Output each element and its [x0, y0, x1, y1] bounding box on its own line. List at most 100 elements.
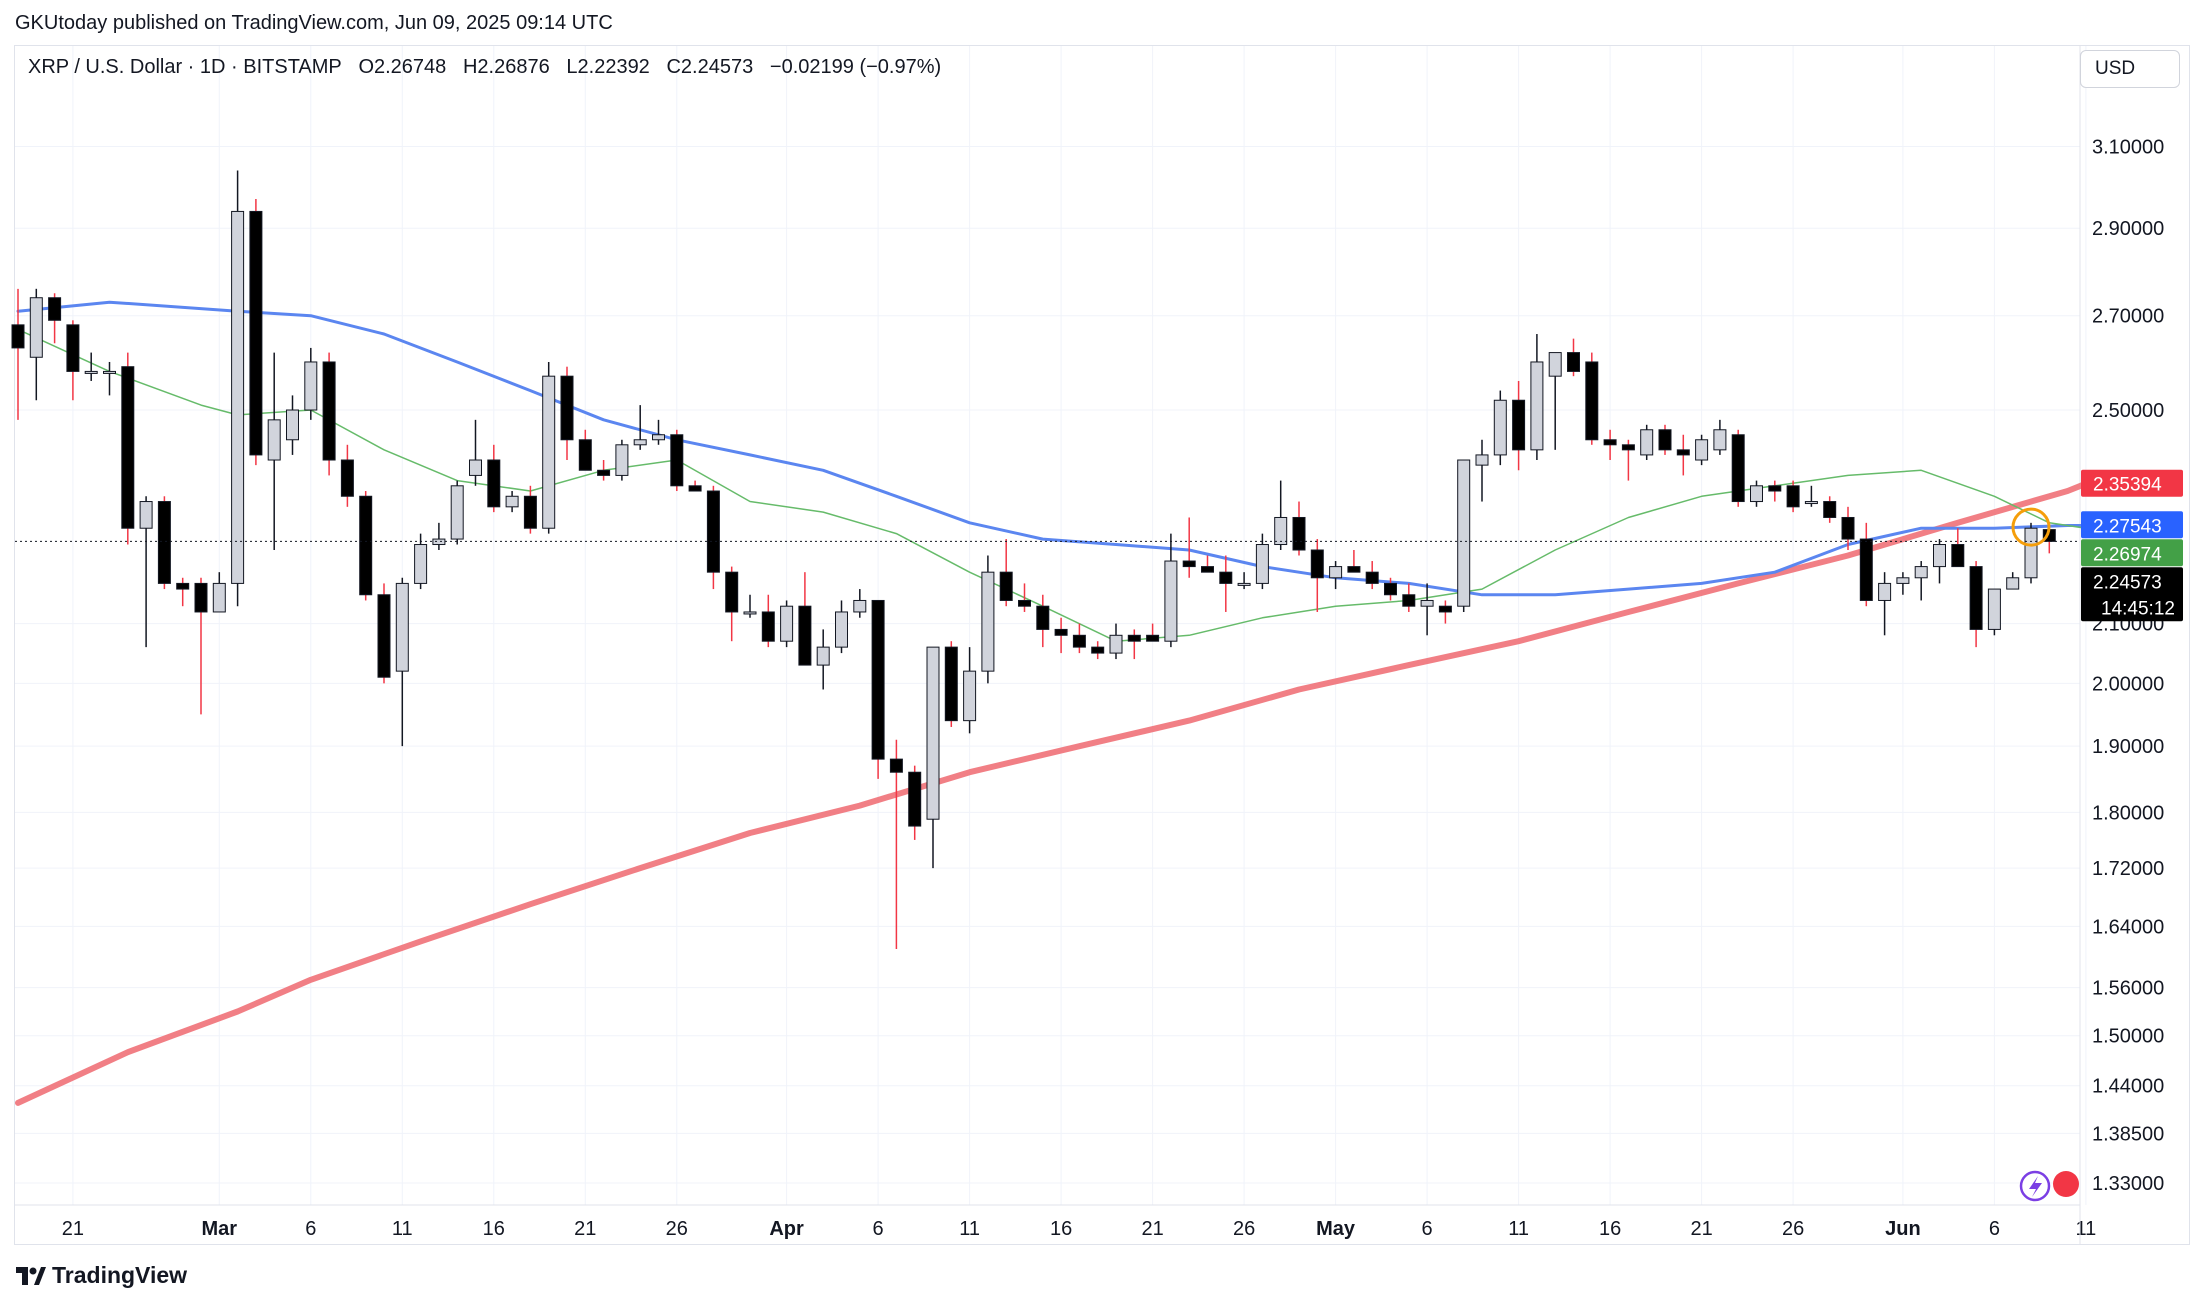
candle[interactable] — [1347, 550, 1361, 573]
candle[interactable] — [1786, 480, 1800, 513]
candle[interactable] — [121, 352, 135, 545]
candle[interactable] — [652, 419, 665, 445]
candle[interactable] — [1018, 583, 1031, 612]
candle[interactable] — [963, 647, 977, 734]
candle[interactable] — [29, 288, 43, 401]
candle[interactable] — [1603, 429, 1617, 461]
candle[interactable] — [908, 765, 922, 840]
candle[interactable] — [176, 577, 190, 607]
candle[interactable] — [1438, 600, 1452, 624]
candle[interactable] — [286, 395, 299, 455]
candle[interactable] — [926, 646, 940, 869]
candle[interactable] — [1731, 429, 1745, 507]
candle[interactable] — [1329, 561, 1343, 590]
candle[interactable] — [1036, 594, 1050, 648]
candle[interactable] — [1420, 583, 1434, 636]
candle[interactable] — [304, 347, 318, 420]
candle[interactable] — [853, 589, 867, 618]
candle[interactable] — [487, 444, 501, 513]
candle[interactable] — [1493, 390, 1507, 466]
candle[interactable] — [1951, 528, 1965, 568]
candle[interactable] — [999, 539, 1013, 607]
candle[interactable] — [1676, 434, 1690, 476]
currency-button[interactable]: USD — [2080, 50, 2180, 88]
candle[interactable] — [523, 485, 537, 534]
candle[interactable] — [981, 555, 995, 684]
candle[interactable] — [1292, 501, 1306, 556]
candle[interactable] — [1475, 439, 1489, 502]
candle[interactable] — [1768, 480, 1782, 502]
candle[interactable] — [395, 577, 409, 747]
candle[interactable] — [1402, 583, 1416, 612]
candle[interactable] — [1933, 539, 1946, 584]
candle[interactable] — [1621, 439, 1635, 481]
candle[interactable] — [725, 566, 739, 642]
candle[interactable] — [1310, 539, 1324, 612]
candle[interactable] — [1896, 572, 1910, 595]
candle[interactable] — [2024, 522, 2038, 584]
candle[interactable] — [743, 594, 757, 618]
candle[interactable] — [1640, 424, 1654, 461]
candle[interactable] — [505, 491, 519, 513]
candle[interactable] — [1713, 419, 1727, 455]
candle[interactable] — [377, 583, 391, 684]
candle[interactable] — [1804, 485, 1818, 507]
candle[interactable] — [816, 629, 830, 690]
candle[interactable] — [1237, 572, 1251, 590]
candle[interactable] — [1127, 629, 1141, 660]
candle[interactable] — [1365, 561, 1379, 590]
legend-symbol[interactable]: XRP / U.S. Dollar · 1D · BITSTAMP — [28, 56, 342, 78]
candle[interactable] — [103, 361, 116, 396]
candle[interactable] — [194, 577, 208, 715]
candle[interactable] — [359, 491, 373, 601]
candle[interactable] — [1548, 352, 1562, 450]
candle[interactable] — [1750, 480, 1763, 507]
candle[interactable] — [414, 533, 428, 590]
candle[interactable] — [1695, 434, 1709, 466]
candle[interactable] — [11, 288, 25, 420]
candle[interactable] — [139, 496, 153, 648]
candle[interactable] — [84, 352, 98, 381]
candle[interactable] — [560, 366, 574, 461]
candle[interactable] — [688, 480, 702, 492]
candle[interactable] — [66, 320, 80, 401]
candle[interactable] — [157, 496, 171, 590]
candle[interactable] — [1823, 496, 1837, 523]
candle[interactable] — [1164, 533, 1178, 648]
candle[interactable] — [1054, 617, 1068, 654]
candle[interactable] — [1182, 517, 1196, 578]
candle[interactable] — [1384, 577, 1397, 601]
candle[interactable] — [597, 460, 611, 481]
candle[interactable] — [1512, 380, 1526, 471]
candle[interactable] — [761, 594, 775, 648]
candle[interactable] — [267, 352, 281, 551]
candle[interactable] — [889, 739, 903, 950]
candle[interactable] — [1567, 338, 1580, 377]
candle[interactable] — [615, 439, 629, 481]
candle[interactable] — [1969, 561, 1983, 648]
candle[interactable] — [1219, 555, 1233, 612]
candle[interactable] — [1658, 424, 1672, 455]
candle[interactable] — [1109, 623, 1123, 660]
candle[interactable] — [1530, 334, 1544, 461]
candle[interactable] — [780, 600, 794, 648]
candle[interactable] — [2006, 572, 2020, 590]
candle[interactable] — [450, 480, 464, 545]
candle[interactable] — [670, 429, 684, 492]
candle[interactable] — [1859, 522, 1873, 607]
candle[interactable] — [231, 170, 245, 607]
candle[interactable] — [1987, 588, 2001, 636]
candle[interactable] — [578, 429, 592, 471]
candle[interactable] — [249, 198, 263, 466]
candle[interactable] — [1914, 561, 1928, 601]
candle[interactable] — [1201, 555, 1214, 573]
candle[interactable] — [1255, 533, 1269, 590]
candle[interactable] — [322, 352, 336, 476]
candle[interactable] — [1841, 506, 1855, 551]
candle[interactable] — [1072, 623, 1086, 654]
candle[interactable] — [1878, 572, 1892, 636]
candle[interactable] — [432, 522, 446, 551]
candle[interactable] — [48, 293, 62, 344]
candle[interactable] — [1585, 352, 1599, 445]
candle[interactable] — [835, 600, 848, 654]
